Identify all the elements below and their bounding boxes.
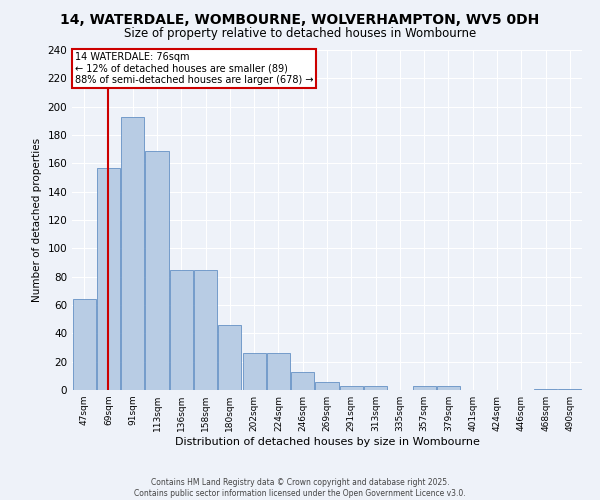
Bar [121, 116, 144, 390]
Bar [534, 388, 557, 390]
Y-axis label: Number of detached properties: Number of detached properties [32, 138, 42, 302]
Text: Contains HM Land Registry data © Crown copyright and database right 2025.
Contai: Contains HM Land Registry data © Crown c… [134, 478, 466, 498]
Bar [97, 168, 120, 390]
Bar [267, 353, 290, 390]
Text: 14 WATERDALE: 76sqm
← 12% of detached houses are smaller (89)
88% of semi-detach: 14 WATERDALE: 76sqm ← 12% of detached ho… [74, 52, 313, 85]
Text: 14, WATERDALE, WOMBOURNE, WOLVERHAMPTON, WV5 0DH: 14, WATERDALE, WOMBOURNE, WOLVERHAMPTON,… [61, 12, 539, 26]
Bar [145, 150, 169, 390]
X-axis label: Distribution of detached houses by size in Wombourne: Distribution of detached houses by size … [175, 437, 479, 447]
Bar [218, 325, 241, 390]
Bar [242, 353, 266, 390]
Bar [364, 386, 387, 390]
Bar [559, 388, 581, 390]
Bar [170, 270, 193, 390]
Bar [340, 386, 363, 390]
Bar [291, 372, 314, 390]
Text: Size of property relative to detached houses in Wombourne: Size of property relative to detached ho… [124, 28, 476, 40]
Bar [413, 386, 436, 390]
Bar [437, 386, 460, 390]
Bar [73, 300, 95, 390]
Bar [194, 270, 217, 390]
Bar [316, 382, 338, 390]
